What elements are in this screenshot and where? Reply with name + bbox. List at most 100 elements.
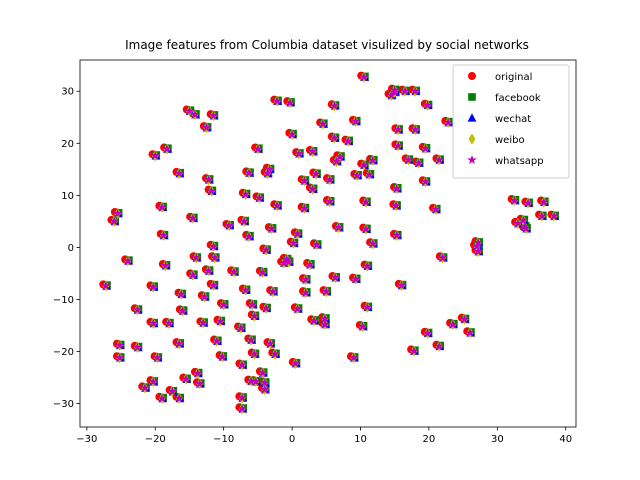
data-point-whatsapp xyxy=(539,197,549,207)
x-tick-label: 10 xyxy=(354,434,367,445)
data-point-whatsapp xyxy=(158,230,169,240)
data-point-whatsapp xyxy=(350,116,361,126)
data-point-whatsapp xyxy=(513,218,523,228)
data-point-whatsapp xyxy=(333,222,344,232)
data-point-whatsapp xyxy=(518,215,529,225)
data-point-whatsapp xyxy=(324,174,335,184)
data-point-whatsapp xyxy=(437,252,448,262)
data-point-whatsapp xyxy=(391,200,401,210)
data-point-whatsapp xyxy=(212,336,222,346)
data-point-whatsapp xyxy=(114,352,125,362)
data-point-whatsapp xyxy=(403,154,414,164)
legend-label-original: original xyxy=(495,72,532,83)
data-point-whatsapp xyxy=(259,377,270,387)
data-point-whatsapp xyxy=(249,349,260,359)
legend-label-facebook: facebook xyxy=(495,93,541,104)
legend-marker-facebook xyxy=(468,93,476,101)
x-tick-label: −30 xyxy=(76,434,97,445)
data-point-whatsapp xyxy=(188,269,198,280)
data-point-whatsapp xyxy=(343,136,353,146)
data-point-whatsapp xyxy=(320,319,330,329)
data-point-whatsapp xyxy=(270,349,280,359)
data-point-whatsapp xyxy=(434,341,444,351)
data-point-whatsapp xyxy=(236,323,246,333)
legend-marker-original xyxy=(468,72,476,80)
data-point-whatsapp xyxy=(123,255,133,265)
data-point-whatsapp xyxy=(164,318,174,328)
data-point-whatsapp xyxy=(114,340,125,350)
data-point-whatsapp xyxy=(359,72,369,82)
data-point-whatsapp xyxy=(240,285,251,295)
data-point-whatsapp xyxy=(157,393,167,403)
data-point-whatsapp xyxy=(473,246,483,256)
data-point-whatsapp xyxy=(261,245,271,255)
legend-label-wechat: wechat xyxy=(495,114,531,125)
data-point-whatsapp xyxy=(386,90,397,100)
data-point-whatsapp xyxy=(472,241,482,251)
data-point-whatsapp xyxy=(109,216,119,226)
legend-marker-weibo xyxy=(468,133,476,145)
data-point-whatsapp xyxy=(287,129,297,139)
data-point-whatsapp xyxy=(299,175,310,185)
data-point-whatsapp xyxy=(321,286,332,296)
data-point-whatsapp xyxy=(192,368,203,378)
data-point-whatsapp xyxy=(352,170,362,180)
data-point-whatsapp xyxy=(392,183,402,193)
data-point-whatsapp xyxy=(357,321,368,331)
data-point-whatsapp xyxy=(132,304,143,314)
data-point-whatsapp xyxy=(359,160,369,170)
data-point-whatsapp xyxy=(257,267,268,277)
data-point-whatsapp xyxy=(318,119,328,129)
data-point-whatsapp xyxy=(292,228,303,238)
data-point-whatsapp xyxy=(229,266,239,276)
data-point-whatsapp xyxy=(150,150,161,160)
data-point-whatsapp xyxy=(272,96,282,106)
data-point-whatsapp xyxy=(392,230,402,240)
data-point-whatsapp xyxy=(249,311,260,321)
data-point-whatsapp xyxy=(393,140,403,150)
y-tick-label: 30 xyxy=(61,87,74,98)
y-tick-label: 20 xyxy=(61,139,74,150)
data-point-whatsapp xyxy=(413,158,424,168)
data-point-whatsapp xyxy=(301,274,311,284)
data-point-whatsapp xyxy=(148,376,158,386)
data-point-whatsapp xyxy=(294,148,304,158)
legend-marker-wechat xyxy=(467,113,477,122)
data-point-whatsapp xyxy=(521,223,531,233)
x-tick-label: 30 xyxy=(491,434,504,445)
legend: original facebook wechat weibo whatsapp xyxy=(452,64,570,179)
axes-layer: −30 −20 −10 0 10 20 30 40 −30 −20 −10 0 10 20 30 xyxy=(53,59,577,445)
plot-frame xyxy=(79,59,577,428)
legend-label-whatsapp: whatsapp xyxy=(495,156,544,167)
y-tick-label: −10 xyxy=(53,295,74,306)
data-point-whatsapp xyxy=(281,254,292,264)
data-point-whatsapp xyxy=(174,393,184,403)
data-point-whatsapp xyxy=(266,223,277,233)
legend-box xyxy=(452,64,570,179)
data-point-whatsapp xyxy=(265,338,275,348)
data-point-whatsapp xyxy=(240,189,251,199)
data-point-whatsapp xyxy=(290,358,301,368)
data-point-whatsapp xyxy=(459,314,470,324)
data-point-whatsapp xyxy=(203,174,214,184)
data-point-whatsapp xyxy=(177,305,188,315)
data-point-whatsapp xyxy=(174,168,184,178)
data-point-whatsapp xyxy=(157,202,167,212)
data-point-whatsapp xyxy=(215,316,225,326)
data-point-whatsapp xyxy=(262,168,273,178)
data-point-whatsapp xyxy=(176,289,187,299)
data-point-whatsapp xyxy=(244,231,254,241)
data-point-whatsapp xyxy=(362,261,373,271)
data-point-whatsapp xyxy=(465,327,475,337)
data-point-whatsapp xyxy=(199,291,210,301)
data-point-whatsapp xyxy=(261,303,271,313)
data-point-whatsapp xyxy=(362,302,373,312)
data-point-whatsapp xyxy=(181,374,191,384)
data-point-whatsapp xyxy=(162,144,172,154)
data-point-whatsapp xyxy=(218,299,229,309)
data-point-whatsapp xyxy=(519,221,530,231)
data-point-whatsapp xyxy=(257,367,268,377)
data-point-whatsapp xyxy=(537,211,547,221)
data-point-whatsapp xyxy=(434,154,444,164)
